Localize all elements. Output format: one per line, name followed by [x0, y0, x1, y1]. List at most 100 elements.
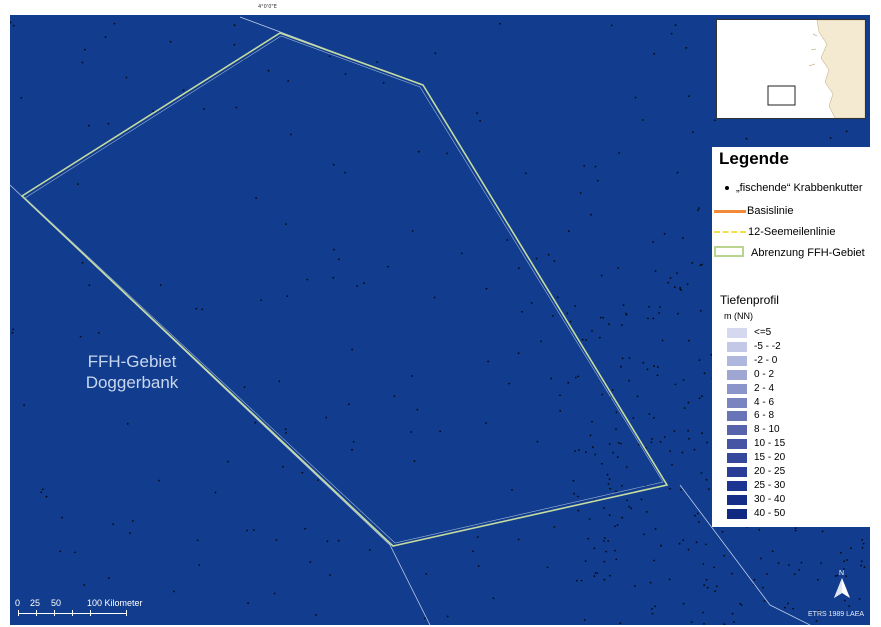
vessel-point	[198, 564, 201, 566]
vessel-point	[703, 372, 706, 375]
vessel-point	[573, 492, 575, 495]
vessel-point	[40, 491, 43, 494]
vessel-point	[648, 413, 651, 415]
boundary-line-east	[679, 484, 811, 625]
vessel-point	[608, 323, 610, 326]
vessel-point	[333, 248, 335, 251]
green-outline-box-icon	[714, 246, 744, 257]
vessel-point	[578, 449, 580, 451]
vessel-point	[487, 360, 489, 363]
vessel-point	[651, 612, 654, 615]
vessel-point	[20, 96, 23, 99]
vessel-point	[848, 605, 851, 608]
depth-swatch	[727, 355, 747, 366]
legend-item-label: „fischende“ Krabbenkutter	[736, 182, 863, 194]
vessel-point	[688, 437, 690, 440]
vessel-point	[580, 579, 583, 582]
vessel-point	[363, 282, 365, 285]
vessel-point	[668, 578, 671, 581]
depth-swatch	[727, 480, 747, 491]
vessel-point	[479, 120, 481, 122]
vessel-point	[569, 320, 572, 323]
vessel-point	[97, 332, 100, 334]
map-canvas	[10, 16, 870, 625]
vessel-point	[674, 383, 677, 386]
depth-class-label: -5 - -2	[754, 340, 781, 352]
north-arrow-icon	[834, 578, 850, 598]
vessel-point	[619, 622, 622, 625]
depth-class-label: 8 - 10	[754, 424, 780, 436]
vessel-point	[739, 602, 741, 605]
vessel-point	[609, 574, 611, 577]
vessel-point	[760, 557, 762, 560]
dot-icon	[725, 186, 729, 190]
vessel-point	[667, 281, 670, 284]
vessel-point	[575, 376, 577, 379]
legend-item-label: Abrenzung FFH-Gebiet	[751, 247, 865, 259]
vessel-point	[701, 432, 703, 435]
vessel-point	[679, 488, 682, 491]
depth-class-label: 4 - 6	[754, 396, 775, 408]
vessel-point	[691, 262, 694, 264]
vessel-point	[594, 572, 597, 574]
vessel-point	[646, 368, 649, 371]
vessel-point	[620, 324, 623, 326]
vessel-point	[107, 577, 110, 580]
vessel-point	[673, 430, 676, 432]
vessel-point	[679, 286, 682, 289]
vessel-point	[508, 382, 510, 385]
vessel-point	[446, 615, 449, 618]
vessel-point	[766, 573, 768, 575]
inset-extent-frame	[767, 85, 796, 106]
vessel-point	[254, 421, 257, 424]
vessel-point	[129, 532, 131, 534]
vessel-point	[476, 112, 479, 114]
vessel-point	[603, 540, 605, 542]
vessel-point	[282, 465, 284, 468]
vessel-point	[834, 575, 837, 577]
vessel-point	[640, 498, 643, 501]
vessel-point	[714, 119, 716, 122]
vessel-point	[682, 539, 685, 541]
vessel-point	[368, 549, 371, 551]
vessel-point	[634, 585, 636, 587]
vessel-point	[352, 440, 355, 443]
vessel-point	[618, 152, 620, 154]
vessel-point	[169, 40, 172, 43]
vessel-point	[603, 560, 606, 563]
legend-item-label: Basislinie	[747, 205, 794, 217]
vessel-point	[658, 312, 660, 314]
ffh-area-boundary[interactable]	[20, 32, 669, 547]
vessel-point	[577, 495, 579, 498]
vessel-point	[615, 558, 618, 561]
depth-swatch	[727, 397, 747, 408]
vessel-point	[653, 559, 655, 562]
vessel-point	[351, 348, 353, 351]
vessel-point	[599, 336, 601, 339]
vessel-point	[620, 442, 622, 445]
vessel-point	[615, 428, 617, 431]
scale-tick	[126, 610, 127, 616]
scale-label-50: 50	[51, 598, 62, 608]
vessel-point	[417, 150, 420, 153]
vessel-point	[721, 530, 724, 533]
vessel-point	[615, 490, 617, 493]
vessel-point	[700, 472, 703, 474]
vessel-point	[12, 24, 15, 27]
vessel-point	[591, 329, 593, 332]
vessel-point	[182, 89, 185, 92]
vessel-point	[731, 572, 733, 575]
vessel-point	[670, 32, 673, 35]
vessel-point	[616, 456, 619, 458]
depth-class-label: 30 - 40	[754, 493, 786, 505]
vessel-point	[594, 165, 597, 168]
vessel-point	[620, 365, 622, 368]
vessel-point	[647, 317, 649, 320]
overview-inset-map[interactable]	[716, 19, 866, 119]
vessel-point	[566, 312, 569, 315]
depth-swatch	[727, 439, 747, 450]
vessel-point	[607, 540, 610, 542]
vessel-point	[710, 353, 713, 356]
vessel-point	[703, 584, 706, 587]
vessel-point	[255, 197, 257, 200]
